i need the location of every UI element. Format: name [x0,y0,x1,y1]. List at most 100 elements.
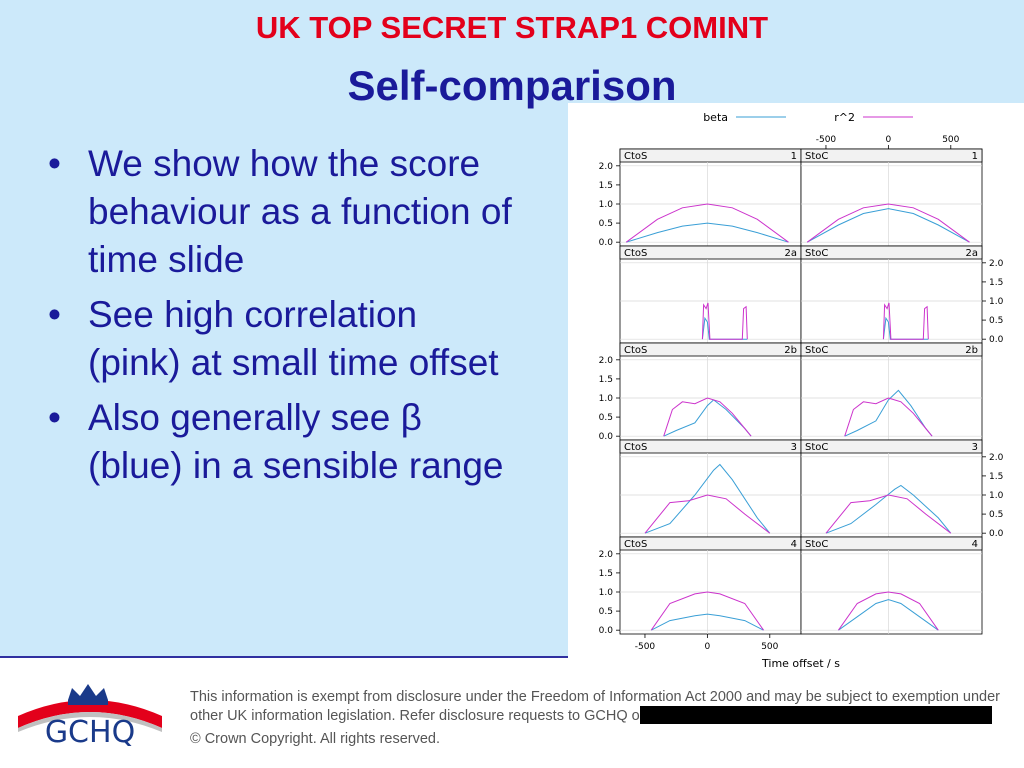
panel-id: 4 [791,539,797,550]
x-tick-label: -500 [635,642,656,652]
y-tick-label: 1.0 [989,491,1004,501]
panel-id: 2a [966,248,979,259]
disclaimer-line: other UK information legislation. Refer … [190,708,648,724]
panel-id: 3 [972,442,978,453]
panel-label: CtoS [624,151,647,162]
panel-id: 2b [965,345,978,356]
series-r2-line [825,494,952,534]
y-tick-label: 0.0 [989,335,1004,345]
panel-frame [800,245,983,344]
y-tick-label: 1.0 [599,394,614,404]
series-beta-line [882,316,929,340]
x-axis-label: Time offset / s [761,657,840,668]
panel-strip [800,439,983,454]
y-tick-label: 1.5 [599,375,613,385]
series-r2-line [806,203,970,243]
y-tick-label: 0.5 [599,219,613,229]
y-tick-label: 1.0 [989,297,1004,307]
panel-id: 3 [791,442,797,453]
panel-frame [619,245,802,344]
gchq-logo-icon: GCHQ [18,684,162,750]
disclaimer: This information is exempt from disclosu… [190,688,1000,726]
panel-id: 2a [785,248,798,259]
panel-label: StoC [805,539,828,550]
y-tick-label: 1.5 [989,472,1003,482]
x-tick-label: 500 [761,642,778,652]
series-r2-line [837,591,939,631]
panel-id: 1 [972,151,978,162]
panel-id: 4 [972,539,978,550]
gchq-logo: GCHQ [10,676,170,756]
panel-frame [619,342,802,441]
bullet-list: • We show how the score behaviour as a f… [48,140,518,497]
y-tick-label: 2.0 [989,453,1004,463]
panel-label: StoC [805,248,828,259]
redaction-bar [640,706,992,724]
y-tick-label: 0.5 [989,510,1003,520]
y-tick-label: 2.0 [989,259,1004,269]
y-tick-label: 2.0 [599,356,614,366]
series-r2-line [844,397,933,437]
y-tick-label: 0.0 [599,432,614,442]
panel-frame [800,536,983,635]
bullet-text: We show how the score behaviour as a fun… [88,143,512,280]
trellis-chart: beta r^2 -500 0 500 CtoS 1 StoC 1 CtoS 2a StoC 2a Cto… [599,111,1004,668]
legend-label: beta [703,111,728,124]
panel-strip [800,245,983,260]
bullet-item: • Also generally see β (blue) in a sensi… [48,394,518,490]
chart-figure: beta r^2 -500 0 500 CtoS 1 StoC 1 CtoS 2a StoC 2a Cto… [568,103,1024,668]
y-tick-label: 0.5 [989,316,1003,326]
slide-title: Self-comparison [347,62,677,109]
y-tick-label: 2.0 [599,162,614,172]
panel-strip [800,536,983,551]
panel-strip [800,148,983,163]
bullet-item: • We show how the score behaviour as a f… [48,140,518,284]
series-beta-line [626,222,789,243]
series-r2-line [625,203,789,243]
footer-divider [0,656,568,658]
series-beta-line [650,613,764,631]
bullet-icon: • [48,397,61,438]
y-tick-label: 0.0 [989,529,1004,539]
panel-label: StoC [805,151,828,162]
panel-strip [800,342,983,357]
bullet-text: Also generally see β (blue) in a sensibl… [88,397,504,486]
y-tick-label: 1.0 [599,200,614,210]
legend-label: r^2 [834,111,855,124]
panel-frame [800,342,983,441]
panel-label: StoC [805,345,828,356]
panel-label: CtoS [624,442,647,453]
y-tick-label: 2.0 [599,550,614,560]
panel-id: 2b [784,345,797,356]
panel-label: CtoS [624,248,647,259]
y-tick-label: 1.0 [599,588,614,598]
bullet-text: See high correlation (pink) at small tim… [88,294,499,383]
series-r2-line [663,397,752,437]
series-beta-line [644,463,771,534]
panel-frame [800,439,983,538]
y-tick-label: 0.0 [599,238,614,248]
bullet-item: • See high correlation (pink) at small t… [48,291,518,387]
panel-frame [619,536,802,635]
y-tick-label: 1.5 [599,569,613,579]
panel-label: StoC [805,442,828,453]
logo-text: GCHQ [45,715,135,750]
panel-label: CtoS [624,539,647,550]
copyright-notice: © Crown Copyright. All rights reserved. [190,731,441,747]
panel-frame [619,439,802,538]
panel-label: CtoS [624,345,647,356]
series-beta-line [838,599,939,631]
series-r2-line [650,591,765,631]
y-tick-label: 0.5 [599,607,613,617]
x-tick-label: -500 [816,135,837,145]
y-tick-label: 0.5 [599,413,613,423]
classification-banner: UK TOP SECRET STRAP1 COMINT [255,10,769,45]
y-tick-label: 1.5 [599,181,613,191]
panel-id: 1 [791,151,797,162]
series-r2-line [882,302,929,340]
y-tick-label: 1.5 [989,278,1003,288]
disclaimer-line: This information is exempt from disclosu… [190,689,1000,705]
series-r2-line [701,302,748,340]
series-beta-line [825,484,952,534]
y-tick-label: 0.0 [599,626,614,636]
